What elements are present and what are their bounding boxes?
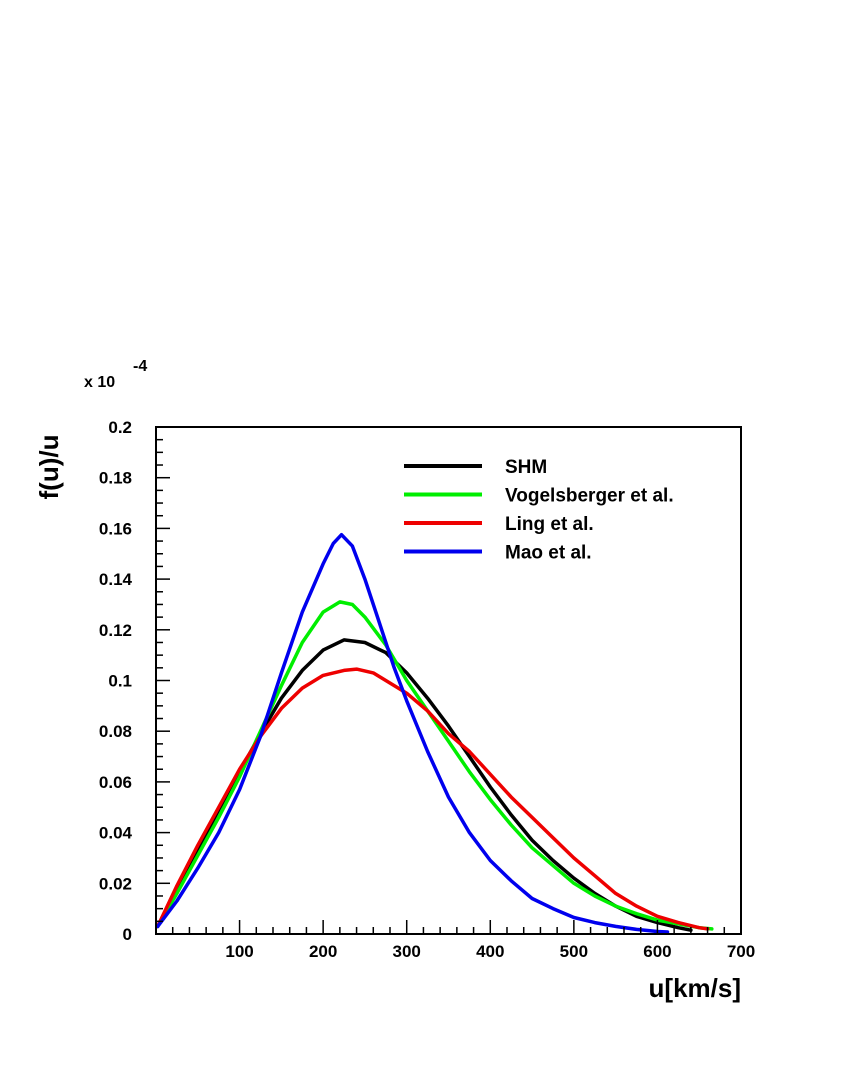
- x-tick-label: 500: [560, 942, 588, 961]
- x-axis-title: u[km/s]: [649, 973, 741, 1003]
- y-tick-label: 0.04: [99, 824, 133, 843]
- y-tick-label: 0.1: [108, 672, 132, 691]
- series-line-4: [155, 532, 670, 934]
- y-tick-label: 0.18: [99, 469, 132, 488]
- y-tick-label: 0.06: [99, 773, 132, 792]
- x-tick-label: 300: [393, 942, 421, 961]
- legend-label-2: Vogelsberger et al.: [505, 486, 674, 507]
- x-tick-label: 700: [727, 942, 755, 961]
- x-tick-label: 600: [643, 942, 671, 961]
- legend-label-4: Mao et al.: [505, 543, 592, 564]
- series-line-3: [155, 667, 710, 931]
- x-tick-label: 100: [225, 942, 253, 961]
- legend-label-1: SHM: [505, 457, 547, 478]
- x-tick-label: 200: [309, 942, 337, 961]
- y-multiplier-label: x 10: [84, 374, 115, 391]
- x-tick-label: 400: [476, 942, 504, 961]
- y-tick-label: 0.14: [99, 570, 133, 589]
- y-tick-label: 0.2: [108, 418, 132, 437]
- y-tick-label: 0.08: [99, 722, 132, 741]
- y-tick-label: 0.02: [99, 874, 132, 893]
- legend: SHM Vogelsberger et al. Ling et al. Mao et …: [404, 457, 674, 564]
- y-axis-title: f(u)/u: [34, 435, 64, 500]
- tick-labels-layer: 100 200 300 400 500 600 700 0 0.02 0.04 0.06 0.08 0.…: [99, 418, 755, 961]
- ticks-layer: [155, 426, 742, 935]
- y-tick-label: 0.16: [99, 519, 132, 538]
- series-layer: [155, 532, 714, 934]
- y-tick-label: 0: [123, 925, 132, 944]
- y-tick-label: 0.12: [99, 621, 132, 640]
- legend-label-3: Ling et al.: [505, 514, 594, 535]
- y-exponent-label: -4: [133, 358, 147, 375]
